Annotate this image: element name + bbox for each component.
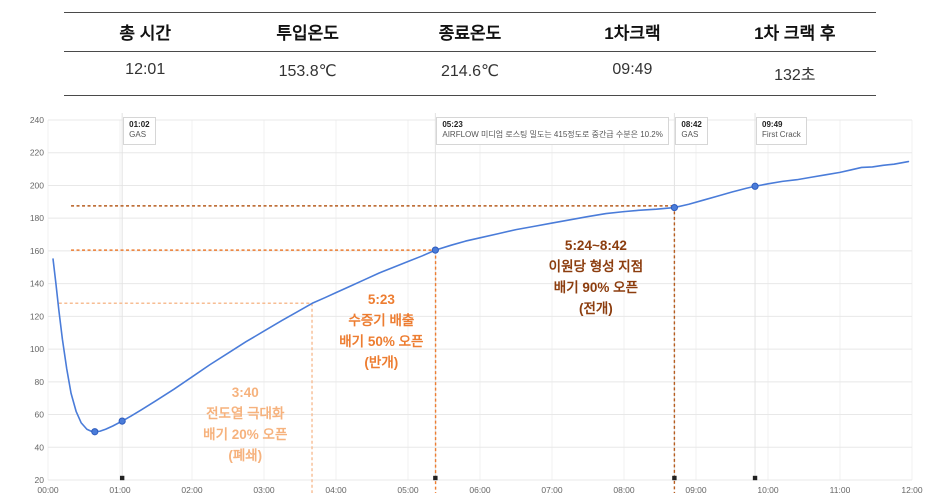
summary-value-charge-temp: 153.8℃ [278,63,337,80]
x-tick-label: 06:00 [469,485,491,495]
roast-profile-chart: 20 40 60 80 100 120 140 160 180 200 220 240 00:00 01:… [0,95,933,500]
axis-event-dot [672,475,677,481]
temperature-curve [52,160,910,433]
summary-header-charge-temp: 투입온도 [276,24,339,43]
roast-summary-table: 총 시간 투입온도 종료온도 1차크랙 1차 크랙 후 12:01 153.8℃… [64,12,876,96]
stage-callout-line: (반개) [364,354,399,370]
curve-point-marker[interactable] [118,417,126,425]
summary-value-after-crack: 132초 [774,67,816,84]
summary-header-end-temp: 종료온도 [438,24,502,43]
summary-header-total-time: 총 시간 [119,24,172,43]
x-tick-label: 08:00 [613,485,635,495]
axis-event-dot [752,475,758,481]
summary-value-end-temp: 214.6℃ [441,63,500,80]
annotation-time: 05:23 [442,120,463,129]
annotation-text: AIRFLOW 미디엄 로스팅 밀도는 415정도로 중간급 수분은 10.2% [442,130,663,140]
x-tick-label: 04:00 [325,485,347,495]
annotation-box[interactable]: 05:23 AIRFLOW 미디엄 로스팅 밀도는 415정도로 중간급 수분은 … [436,117,669,145]
summary-value-first-crack: 09:49 [612,61,653,78]
x-tick-label: 03:00 [253,485,275,495]
y-tick-label: 60 [35,410,45,420]
summary-header-first-crack: 1차크랙 [604,24,661,43]
y-tick-label: 220 [30,148,44,158]
stage-callout-line: 배기 20% 오픈 [203,427,288,443]
curve-point-marker[interactable] [431,246,439,254]
y-tick-label: 80 [35,377,45,387]
stage-callout-line: 5:24~8:42 [564,238,627,254]
annotation-time: 01:02 [129,120,150,129]
stage-callout-line: 배기 50% 오픈 [339,334,424,350]
stage-callout-line: 배기 90% 오픈 [553,280,639,296]
y-tick-label: 180 [30,213,44,223]
y-tick-label: 200 [30,180,44,190]
summary-value-row: 12:01 153.8℃ 214.6℃ 09:49 132초 [64,52,876,95]
y-tick-label: 140 [30,279,44,289]
stage-callout-line: (전개) [578,300,613,316]
y-tick-label: 20 [35,475,45,485]
curve-point-marker[interactable] [670,203,679,212]
stage-callout-line: 이원당 형성 지점 [548,259,644,275]
x-tick-label: 12:00 [901,485,923,495]
curve-point-marker[interactable] [751,182,759,190]
summary-header-row: 총 시간 투입온도 종료온도 1차크랙 1차 크랙 후 [64,13,876,52]
x-tick-label: 10:00 [757,485,779,495]
x-tick-label: 09:00 [685,485,707,495]
curve-point-marker[interactable] [91,428,99,436]
x-tick-label: 07:00 [541,485,563,495]
summary-value-total-time: 12:01 [125,61,166,78]
x-tick-label: 00:00 [37,485,59,495]
y-tick-label: 40 [35,442,45,452]
x-tick-label: 05:00 [397,485,419,495]
axis-event-dot [119,475,125,481]
stage-callout-line: (폐쇄) [228,448,263,464]
summary-header-after-crack: 1차 크랙 후 [754,24,836,43]
annotation-text: First Crack [762,130,801,140]
x-tick-label: 11:00 [830,485,851,495]
annotation-text: GAS [129,130,147,140]
annotation-box[interactable]: 01:02 GAS [123,117,156,145]
x-tick-label: 02:00 [181,485,203,495]
annotation-box[interactable]: 09:49 First Crack [756,117,807,145]
stage-callout-line: 수증기 배출 [348,313,415,329]
y-tick-label: 160 [30,246,44,256]
axis-event-dot [433,475,438,481]
annotation-text: GAS [681,130,699,140]
y-tick-label: 240 [30,115,44,125]
y-tick-label: 120 [30,311,44,321]
x-tick-label: 01:00 [109,485,131,495]
annotation-time: 08:42 [681,120,702,129]
stage-callout-line: 전도열 극대화 [206,406,285,422]
roast-profile-plot: 20 40 60 80 100 120 140 160 180 200 220 240 00:00 01:… [30,113,923,495]
annotation-box[interactable]: 08:42 GAS [675,117,708,145]
stage-callout-line: 3:40 [231,385,259,401]
annotation-time: 09:49 [762,120,783,129]
stage-callout-line: 5:23 [367,292,395,308]
y-tick-label: 100 [30,344,44,354]
